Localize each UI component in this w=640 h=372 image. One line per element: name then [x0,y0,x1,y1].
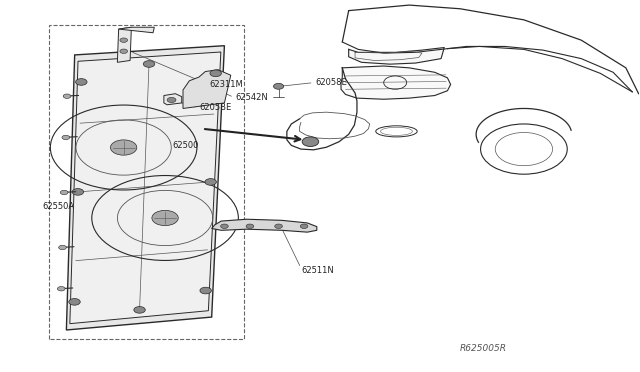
Circle shape [273,83,284,89]
Circle shape [63,94,71,99]
Circle shape [120,38,127,42]
Circle shape [59,245,67,250]
Circle shape [246,224,253,228]
Polygon shape [212,219,317,232]
Text: 62311M: 62311M [210,80,243,89]
Circle shape [210,70,221,77]
Circle shape [72,189,84,195]
Circle shape [221,224,228,228]
Circle shape [152,210,179,226]
Polygon shape [117,27,131,62]
Circle shape [167,97,176,103]
Polygon shape [164,94,182,105]
Polygon shape [67,46,225,330]
Circle shape [143,61,155,67]
Polygon shape [70,52,221,324]
Polygon shape [341,66,451,99]
Circle shape [76,78,87,85]
Circle shape [134,307,145,313]
Circle shape [111,140,137,155]
Circle shape [200,287,211,294]
Polygon shape [349,48,444,64]
Circle shape [62,135,70,140]
Text: 6205BE: 6205BE [199,103,231,112]
Circle shape [300,224,308,228]
Polygon shape [183,70,231,109]
Text: 62058E: 62058E [315,78,347,87]
Polygon shape [118,27,154,33]
Circle shape [68,299,80,305]
Circle shape [120,49,127,54]
Text: 62511N: 62511N [301,266,333,275]
Circle shape [60,190,68,195]
Circle shape [205,179,216,185]
Text: 62500: 62500 [172,141,198,150]
Text: 62550A: 62550A [43,202,75,211]
Text: R625005R: R625005R [460,344,507,353]
Circle shape [58,286,65,291]
Text: 62542N: 62542N [236,93,268,102]
Circle shape [275,224,282,228]
Circle shape [302,137,319,147]
